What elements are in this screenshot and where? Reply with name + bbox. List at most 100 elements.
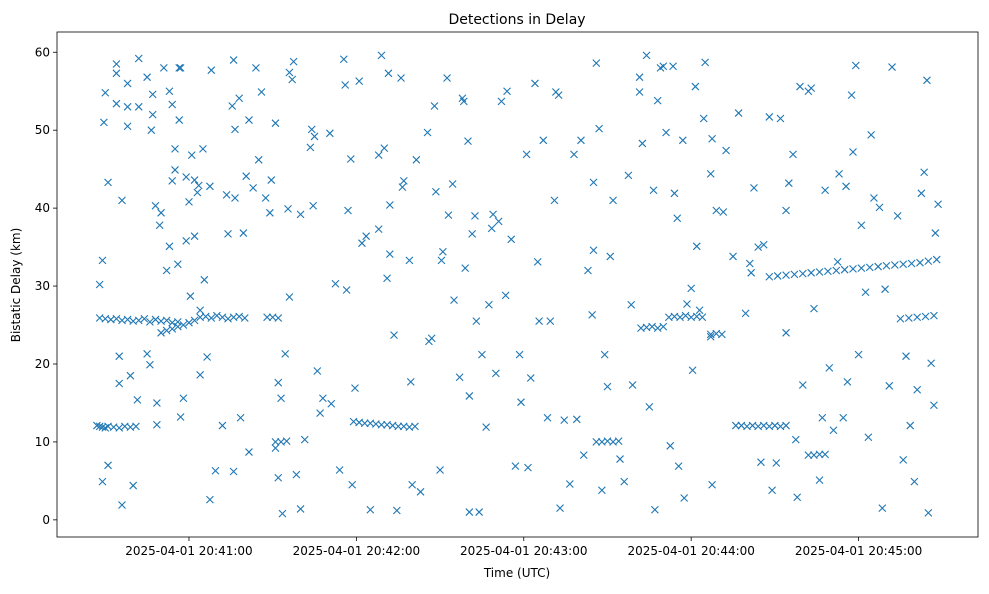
data-point [815,476,824,484]
data-point [882,261,891,270]
data-point [890,261,899,269]
data-point [374,151,383,160]
data-point [917,189,926,198]
data-point [864,433,873,442]
data-point [380,144,389,153]
data-point [249,183,258,192]
data-point [325,129,334,138]
data-point [878,504,887,513]
data-point [706,332,715,341]
data-point [190,316,199,325]
data-point [875,203,884,212]
data-point [203,353,211,361]
data-point [680,494,689,502]
data-point [712,206,721,215]
data-point [212,311,221,320]
data-point [211,466,220,475]
data-point [681,311,690,320]
data-point [289,57,298,66]
data-point [832,266,841,275]
data-point [118,501,126,509]
data-point [910,477,919,486]
data-point [793,493,802,502]
data-point [798,269,807,278]
data-point [143,349,152,358]
data-point [182,236,191,245]
data-point [906,421,915,430]
data-point [438,247,447,256]
data-point [874,262,883,271]
data-point [274,378,283,387]
data-point [624,171,633,180]
data-point [151,315,160,324]
data-point [843,378,852,386]
data-point [271,438,280,446]
data-point [659,62,668,71]
data-point [327,399,336,408]
data-point [168,176,177,185]
data-point [687,284,696,293]
data-point [416,487,425,496]
data-point [588,311,597,319]
data-point [531,79,539,88]
chart-title: Detections in Delay [448,12,585,28]
data-point [134,54,143,63]
data-point [366,505,375,514]
data-point [437,256,446,265]
data-point [271,444,280,453]
data-point [123,122,132,131]
data-point [475,508,484,516]
data-point [603,382,612,391]
data-point [579,451,588,460]
data-point [719,208,728,216]
data-point [815,450,824,459]
data-point [99,118,108,127]
data-point [231,194,239,202]
data-point [104,461,112,470]
data-point [224,314,232,323]
data-point [175,63,184,72]
data-point [849,148,857,156]
data-point [614,437,623,446]
data-point [179,394,188,403]
data-point [628,381,637,389]
data-point [355,77,364,85]
data-point [245,116,253,124]
data-point [821,186,829,195]
data-point [645,402,654,411]
data-point [159,63,168,72]
data-point [331,279,340,288]
data-point [867,130,876,139]
data-point [206,495,214,504]
data-point [595,124,603,133]
data-point [358,239,366,248]
data-point [924,508,933,517]
data-point [274,473,283,482]
data-point [810,304,818,313]
data-point [157,328,165,337]
data-point [565,480,574,488]
data-point [235,94,244,103]
data-point [147,126,156,135]
y-axis-ticks: 0 10 20 30 40 50 60 [35,45,57,527]
data-point [98,477,107,486]
data-point [185,318,193,327]
data-point [497,97,506,106]
data-point [383,274,391,283]
data-point [554,91,563,100]
data-point [132,422,140,431]
data-point [589,178,598,187]
data-point [436,466,444,474]
data-points [93,51,942,518]
data-point [140,314,149,323]
data-point [807,84,816,93]
data-point [620,477,629,486]
data-point [921,312,930,321]
data-point [491,369,500,378]
data-point [464,137,472,145]
data-point [194,181,203,190]
data-point [930,311,938,320]
y-tick-label: 60 [35,45,50,59]
data-point [653,96,662,105]
